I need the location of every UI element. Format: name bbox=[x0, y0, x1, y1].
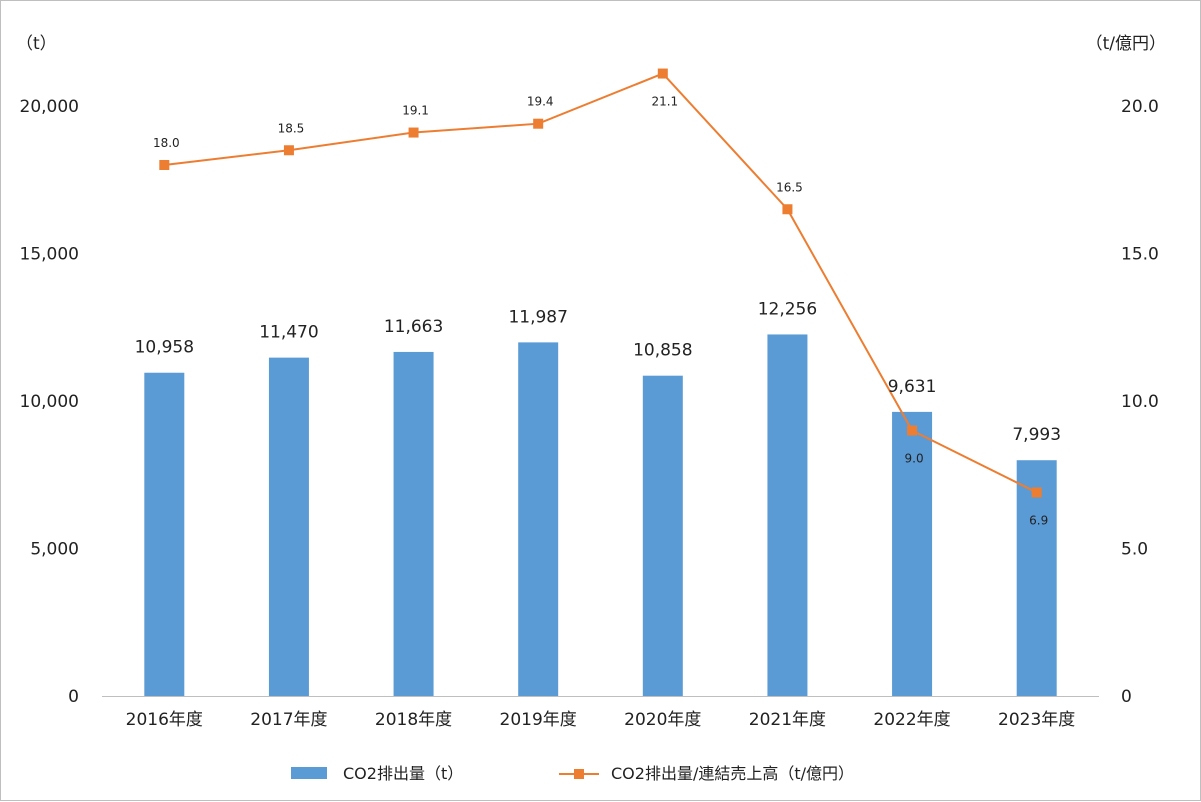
right-axis-unit: （t/億円） bbox=[1086, 34, 1166, 54]
line-value-label: 9.0 bbox=[905, 452, 924, 466]
line-series bbox=[164, 72, 1038, 494]
left-tick-label: 15,000 bbox=[20, 245, 79, 265]
category-label: 2021年度 bbox=[749, 710, 826, 730]
line-marker bbox=[283, 145, 294, 156]
labels-layer: 10,958 11,470 11,663 11,987 10,858 12,256 9,63… bbox=[135, 95, 1061, 528]
left-axis-unit: （t） bbox=[16, 34, 57, 54]
bar bbox=[892, 411, 933, 696]
left-tick-label: 10,000 bbox=[20, 392, 79, 412]
bar bbox=[642, 375, 683, 696]
line-value-label: 18.5 bbox=[278, 121, 305, 135]
category-label: 2020年度 bbox=[624, 710, 701, 730]
bar bbox=[518, 342, 559, 696]
category-label: 2022年度 bbox=[873, 710, 950, 730]
bar-value-label: 7,993 bbox=[1012, 425, 1061, 445]
line-marker bbox=[533, 118, 544, 129]
bar-value-label: 10,858 bbox=[633, 341, 692, 361]
left-tick-label: 0 bbox=[68, 687, 79, 707]
legend-bar-swatch bbox=[291, 767, 327, 779]
line-marker bbox=[1031, 487, 1042, 498]
left-tick-label: 20,000 bbox=[20, 97, 79, 117]
bar-value-label: 11,470 bbox=[259, 323, 318, 343]
legend-bar-label: CO2排出量（t） bbox=[343, 764, 463, 783]
bar-value-label: 11,987 bbox=[508, 307, 567, 327]
right-tick-label: 10.0 bbox=[1121, 392, 1159, 412]
category-label: 2019年度 bbox=[500, 710, 577, 730]
bar-value-label: 10,958 bbox=[135, 338, 194, 358]
bar bbox=[144, 372, 185, 696]
line-layer bbox=[159, 68, 1042, 498]
axes-layer: （t） （t/億円） 0 5,000 10,000 15,000 20,000 0 5.0 10.… bbox=[16, 34, 1166, 730]
line-value-label: 16.5 bbox=[776, 180, 803, 194]
category-label: 2018年度 bbox=[375, 710, 452, 730]
category-label: 2016年度 bbox=[126, 710, 203, 730]
line-marker bbox=[657, 68, 668, 79]
left-tick-label: 5,000 bbox=[30, 540, 79, 560]
line-marker bbox=[782, 204, 793, 215]
bar bbox=[1016, 460, 1057, 696]
line-value-label: 6.9 bbox=[1029, 513, 1048, 527]
right-tick-label: 20.0 bbox=[1121, 97, 1159, 117]
bar bbox=[268, 357, 309, 696]
line-value-label: 19.1 bbox=[402, 104, 429, 118]
line-value-label: 18.0 bbox=[153, 136, 180, 150]
legend-line-marker bbox=[574, 769, 584, 779]
line-value-label: 21.1 bbox=[651, 95, 678, 109]
category-label: 2023年度 bbox=[998, 710, 1075, 730]
bar bbox=[393, 351, 434, 696]
legend-line-label: CO2排出量/連結売上高（t/億円） bbox=[611, 764, 854, 783]
line-marker bbox=[159, 160, 170, 170]
bar-value-label: 11,663 bbox=[384, 317, 443, 337]
right-tick-label: 0 bbox=[1121, 687, 1132, 707]
bars-layer bbox=[144, 334, 1057, 696]
legend-layer: CO2排出量（t） CO2排出量/連結売上高（t/億円） bbox=[291, 764, 854, 783]
right-tick-label: 5.0 bbox=[1121, 540, 1148, 560]
right-tick-label: 15.0 bbox=[1121, 245, 1159, 265]
category-label: 2017年度 bbox=[250, 710, 327, 730]
line-value-label: 19.4 bbox=[527, 95, 554, 109]
line-marker bbox=[408, 127, 419, 138]
bar-value-label: 9,631 bbox=[888, 377, 937, 397]
bar bbox=[767, 334, 808, 696]
line-marker bbox=[907, 425, 918, 436]
bar-value-label: 12,256 bbox=[758, 299, 817, 319]
